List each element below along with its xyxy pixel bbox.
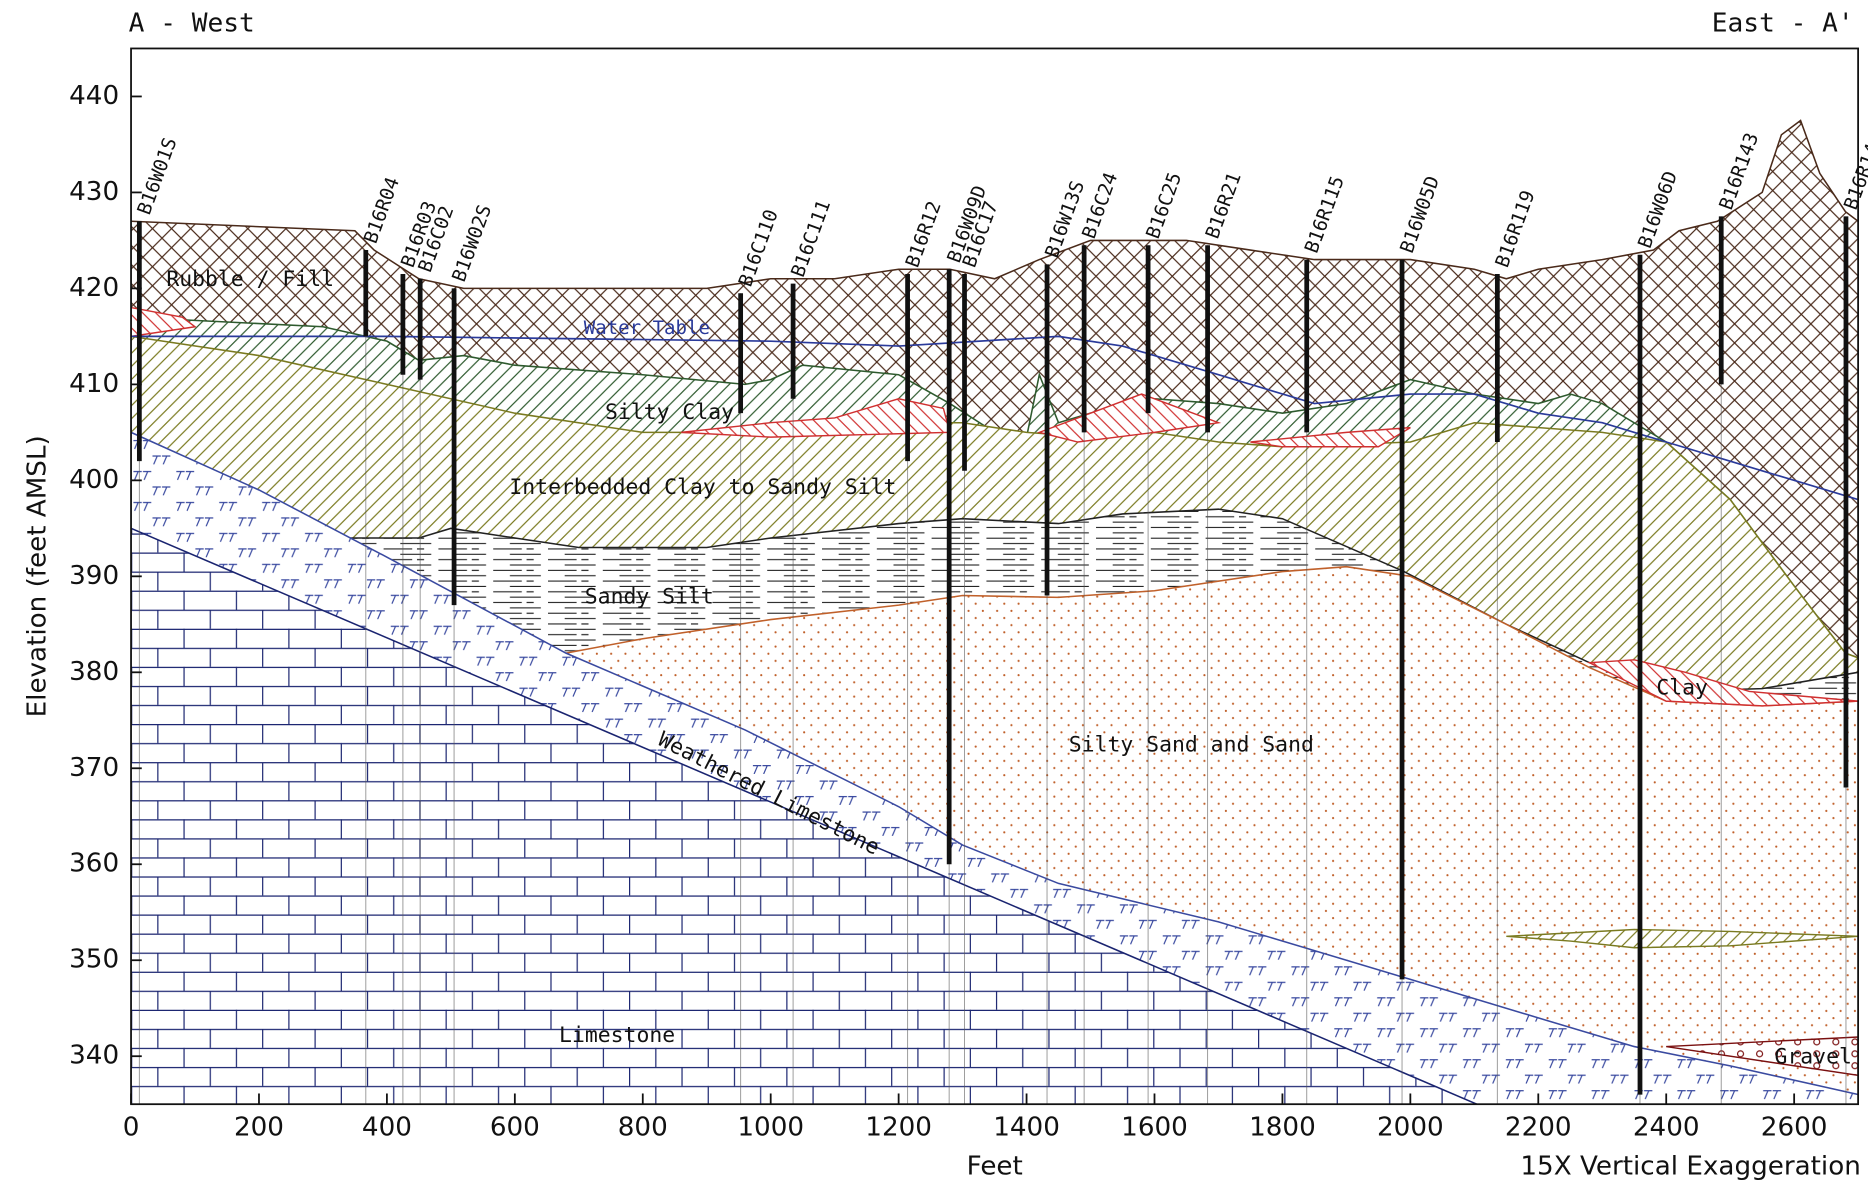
borehole-label: B16W01S [133,135,181,218]
x-tick-label: 200 [234,1113,284,1143]
layers [131,119,1859,1105]
layer-label: Limestone [559,1023,675,1048]
x-tick-label: 1600 [1121,1113,1188,1143]
x-tick-label: 2000 [1377,1113,1444,1143]
x-tick-label: 2600 [1761,1113,1828,1143]
title-left: A - West [129,8,255,38]
y-tick-label: 430 [69,177,119,207]
layer-label: Sandy Silt [585,585,714,610]
y-tick-label: 420 [69,273,119,303]
borehole-label: B16C24 [1078,169,1122,241]
x-axis-label: Feet [967,1151,1023,1181]
title-right: East - A' [1712,8,1854,38]
lens [681,398,951,438]
y-tick-label: 340 [69,1041,119,1071]
borehole-label: B16R144 [1840,130,1868,213]
borehole-label: B16C110 [735,207,783,290]
borehole-label: B16C25 [1142,169,1186,241]
x-tick-label: 0 [123,1113,140,1143]
y-tick-label: 410 [69,369,119,399]
layer-boundary [131,431,1859,1096]
borehole-label: B16R115 [1301,173,1349,256]
layer-boundary [131,527,1478,1105]
plot-frame [130,47,1860,1106]
x-tick-label: 1800 [1249,1113,1316,1143]
layer-label: Interbedded Clay to Sandy Silt [509,475,896,500]
y-tick-label: 440 [69,81,119,111]
lens [1666,1036,1859,1077]
x-tick-label: 1000 [737,1113,804,1143]
y-tick-label: 390 [69,561,119,591]
x-tick-label: 1200 [865,1113,932,1143]
layer-label: Silty Clay [605,400,734,425]
layer-label: Rubble / Fill [166,267,334,292]
borehole-label: B16R21 [1202,169,1246,241]
lens [131,306,197,338]
note: 15X Vertical Exaggeration [1520,1151,1860,1181]
borehole-label: B16R12 [902,198,946,270]
y-tick-label: 400 [69,465,119,495]
x-tick-label: 2200 [1505,1113,1572,1143]
y-tick-label: 380 [69,657,119,687]
lens [1250,426,1411,448]
layer-boundary [131,119,1859,290]
lens-label: Gravel [1774,1044,1851,1069]
x-tick-label: 800 [618,1113,668,1143]
x-tick-label: 2400 [1633,1113,1700,1143]
layer-label: Silty Sand and Sand [1069,732,1314,757]
y-tick-label: 370 [69,753,119,783]
water-table-label: Water Table [584,317,710,339]
x-tick-label: 600 [490,1113,540,1143]
y-tick-label: 350 [69,945,119,975]
borehole-label: B16C111 [787,197,835,280]
y-tick-label: 360 [69,849,119,879]
y-axis-label: Elevation (feet AMSL) [23,435,53,717]
borehole-label: B16R119 [1491,188,1539,271]
borehole-label: B16W05D [1396,173,1444,256]
x-tick-label: 400 [362,1113,412,1143]
water-table [131,335,1859,501]
borehole-label: B16R04 [360,174,404,246]
lens [1506,928,1859,949]
lens-label: Clay [1656,675,1708,700]
lens [1586,659,1859,707]
x-tick-label: 1400 [993,1113,1060,1143]
